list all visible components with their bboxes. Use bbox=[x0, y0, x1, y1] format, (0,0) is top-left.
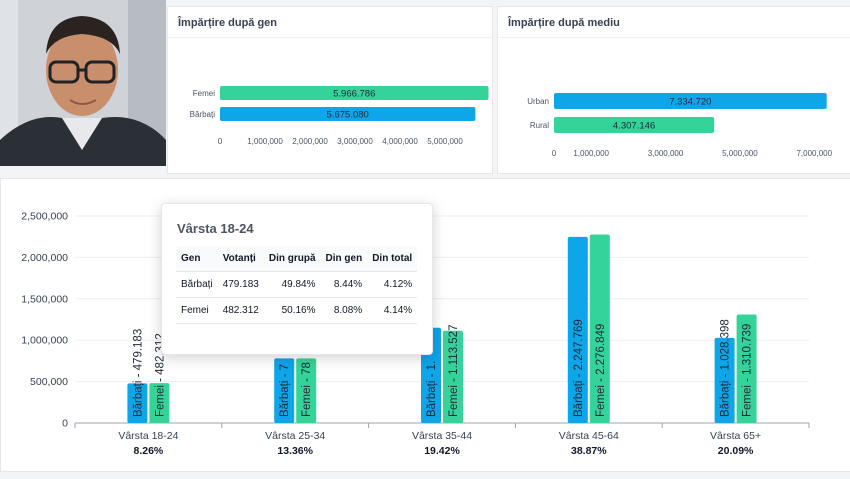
tooltip-header: Gen bbox=[176, 246, 218, 272]
age-category-label: Vârsta 65+ bbox=[710, 430, 761, 442]
tooltip-header: Din gen bbox=[320, 246, 368, 272]
environment-value-label: 4.307.146 bbox=[613, 121, 655, 132]
age-bar bbox=[714, 337, 735, 423]
tooltip-cell: 4.12% bbox=[367, 271, 418, 298]
age-bar-label: Femei - 1.310.739 bbox=[742, 324, 754, 417]
gender-tick-label: 3,000,000 bbox=[337, 137, 373, 146]
age-category-label: Vârsta 25-34 bbox=[265, 430, 325, 442]
environment-category-label: Urban bbox=[527, 97, 549, 106]
age-bar bbox=[296, 358, 317, 423]
tooltip-cell: Bărbați bbox=[176, 271, 218, 298]
age-bar-label: Femei - 2.276.849 bbox=[595, 324, 607, 417]
tooltip-table: Gen Votanți Din grupă Din gen Din total … bbox=[176, 246, 418, 324]
portrait-illustration bbox=[0, 0, 166, 166]
age-y-tick-label: 2,500,000 bbox=[21, 211, 68, 223]
age-bar bbox=[149, 383, 170, 423]
tooltip-header: Din total bbox=[367, 246, 418, 272]
age-y-tick-label: 1,000,000 bbox=[21, 335, 68, 347]
environment-bar bbox=[554, 93, 827, 109]
gender-tick-label: 0 bbox=[218, 137, 223, 146]
gender-bar bbox=[220, 86, 489, 100]
environment-panel: Împărțire după mediu 7.334.720 Urban 4.307… bbox=[497, 6, 850, 174]
gender-category-label: Femei bbox=[193, 89, 215, 98]
age-bar-label: Bărbați - 479.183 bbox=[132, 329, 144, 417]
divider bbox=[168, 37, 492, 38]
age-group-bar-chart: 0 500,000 1,000,000 1,500,000 2,000,000 2,500… bbox=[21, 211, 810, 457]
tooltip-cell: 49.84% bbox=[263, 271, 321, 298]
tooltip-header: Din grupă bbox=[263, 246, 321, 272]
environment-bar-chart: 7.334.720 Urban 4.307.146 Rural 0 1,000,000 3,… bbox=[527, 93, 833, 158]
age-category-label: Vârsta 45-64 bbox=[559, 430, 619, 442]
gender-tick-label: 1,000,000 bbox=[247, 137, 283, 146]
age-y-tick-label: 1,500,000 bbox=[21, 293, 68, 305]
age-category-label: Vârsta 35-44 bbox=[412, 430, 472, 442]
tooltip-cell: 4.14% bbox=[367, 297, 418, 324]
gender-bar-chart: 5.966.786 Femei 5.675.080 Bărbați 0 1,000,000… bbox=[190, 86, 489, 146]
environment-tick-label: 0 bbox=[552, 149, 557, 158]
gender-panel: Împărțire după gen 5.966.786 Femei 5.675.0… bbox=[167, 6, 493, 174]
environment-panel-title: Împărțire după mediu bbox=[508, 17, 620, 29]
environment-tick-label: 1,000,000 bbox=[573, 149, 609, 158]
portrait-photo bbox=[0, 0, 166, 166]
tooltip-header-row: Gen Votanți Din grupă Din gen Din total bbox=[176, 246, 418, 272]
age-percentage-label: 8.26% bbox=[134, 445, 164, 457]
environment-tick-label: 7,000,000 bbox=[796, 149, 832, 158]
age-bar-label: Bărbați - 1. bbox=[426, 361, 438, 417]
environment-tick-label: 5,000,000 bbox=[722, 149, 758, 158]
age-y-tick-label: 2,000,000 bbox=[21, 252, 68, 264]
age-bar bbox=[443, 330, 463, 423]
tooltip-cell: 8.08% bbox=[320, 297, 368, 324]
gender-value-label: 5.675.080 bbox=[327, 110, 369, 121]
gender-value-label: 5.966.786 bbox=[333, 89, 375, 100]
age-bar-label: Bărbați - 7 bbox=[279, 364, 291, 417]
gender-panel-title: Împărțire după gen bbox=[178, 17, 278, 29]
age-percentage-label: 13.36% bbox=[277, 445, 313, 457]
age-bar bbox=[127, 383, 148, 423]
gender-category-label: Bărbați bbox=[190, 110, 216, 119]
age-bar-label: Femei - 78 bbox=[301, 362, 313, 417]
tooltip-cell: 479.183 bbox=[217, 271, 264, 298]
environment-category-label: Rural bbox=[530, 121, 549, 130]
gender-tick-label: 5,000,000 bbox=[427, 137, 463, 146]
tooltip-cell: 8.44% bbox=[320, 271, 368, 298]
age-bar-label: Bărbați - 2.247.769 bbox=[573, 319, 585, 417]
age-tooltip: Vârsta 18-24 Gen Votanți Din grupă Din g… bbox=[161, 203, 433, 355]
age-percentage-label: 20.09% bbox=[718, 445, 754, 457]
tooltip-row: Femei 482.312 50.16% 8.08% 4.14% bbox=[176, 297, 418, 324]
age-percentage-label: 38.87% bbox=[571, 445, 607, 457]
age-bar bbox=[736, 314, 757, 423]
tooltip-cell: 50.16% bbox=[263, 297, 321, 324]
tooltip-cell: Femei bbox=[176, 297, 218, 324]
age-bar-label: Bărbați - 1.028.398 bbox=[720, 319, 732, 417]
age-bar bbox=[567, 236, 588, 423]
gender-tick-label: 2,000,000 bbox=[292, 137, 328, 146]
tooltip-header: Votanți bbox=[217, 246, 264, 272]
age-y-tick-label: 500,000 bbox=[30, 376, 68, 388]
tooltip-row: Bărbați 479.183 49.84% 8.44% 4.12% bbox=[176, 271, 418, 298]
environment-tick-label: 3,000,000 bbox=[648, 149, 684, 158]
environment-bar bbox=[554, 117, 715, 133]
age-y-tick-label: 0 bbox=[62, 418, 68, 430]
tooltip-title: Vârsta 18-24 bbox=[177, 221, 254, 236]
tooltip-cell: 482.312 bbox=[217, 297, 264, 324]
age-bar bbox=[274, 358, 295, 423]
gender-tick-label: 4,000,000 bbox=[382, 137, 418, 146]
age-percentage-label: 19.42% bbox=[424, 445, 460, 457]
environment-value-label: 7.334.720 bbox=[669, 97, 711, 108]
divider bbox=[498, 37, 850, 38]
age-bar bbox=[589, 234, 610, 423]
gender-bar bbox=[220, 107, 476, 121]
age-bar-label: Femei - 1.113.527 bbox=[448, 325, 460, 417]
age-category-label: Vârsta 18-24 bbox=[118, 430, 178, 442]
